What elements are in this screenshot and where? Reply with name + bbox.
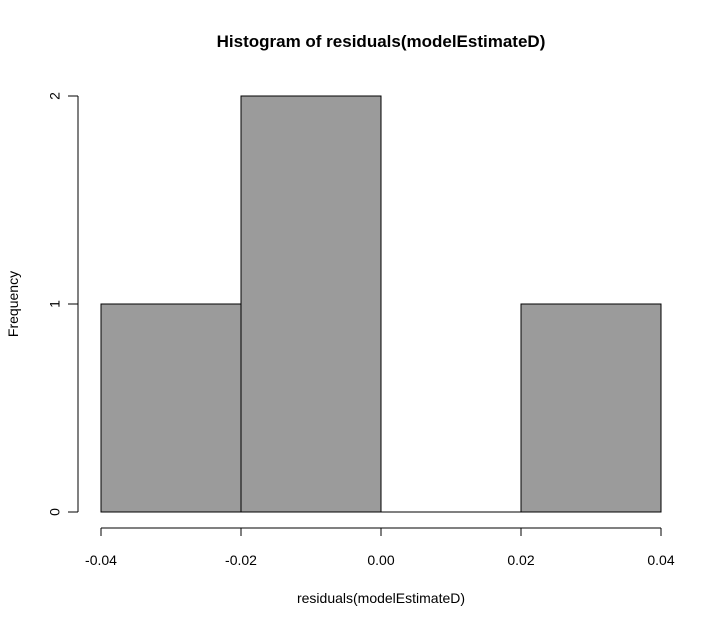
x-tick-label: -0.02 [225,552,257,568]
y-tick-label: 1 [47,300,63,308]
x-tick-label: -0.04 [85,552,117,568]
x-tick-label: 0.00 [367,552,394,568]
y-axis-label: Frequency [5,271,21,337]
histogram-bar [100,303,242,513]
histogram-bar [240,95,382,513]
y-axis: 0 1 2 [47,92,79,516]
histogram-bar [520,303,662,513]
y-tick-label: 2 [47,92,63,100]
x-tick-label: 0.02 [507,552,534,568]
x-tick-label: 0.04 [647,552,674,568]
x-axis-label: residuals(modelEstimateD) [297,590,465,606]
x-axis: -0.04 -0.02 0.00 0.02 0.04 [85,527,675,568]
histogram-bars [100,95,662,513]
y-tick-label: 0 [47,508,63,516]
chart-title: Histogram of residuals(modelEstimateD) [217,32,546,51]
